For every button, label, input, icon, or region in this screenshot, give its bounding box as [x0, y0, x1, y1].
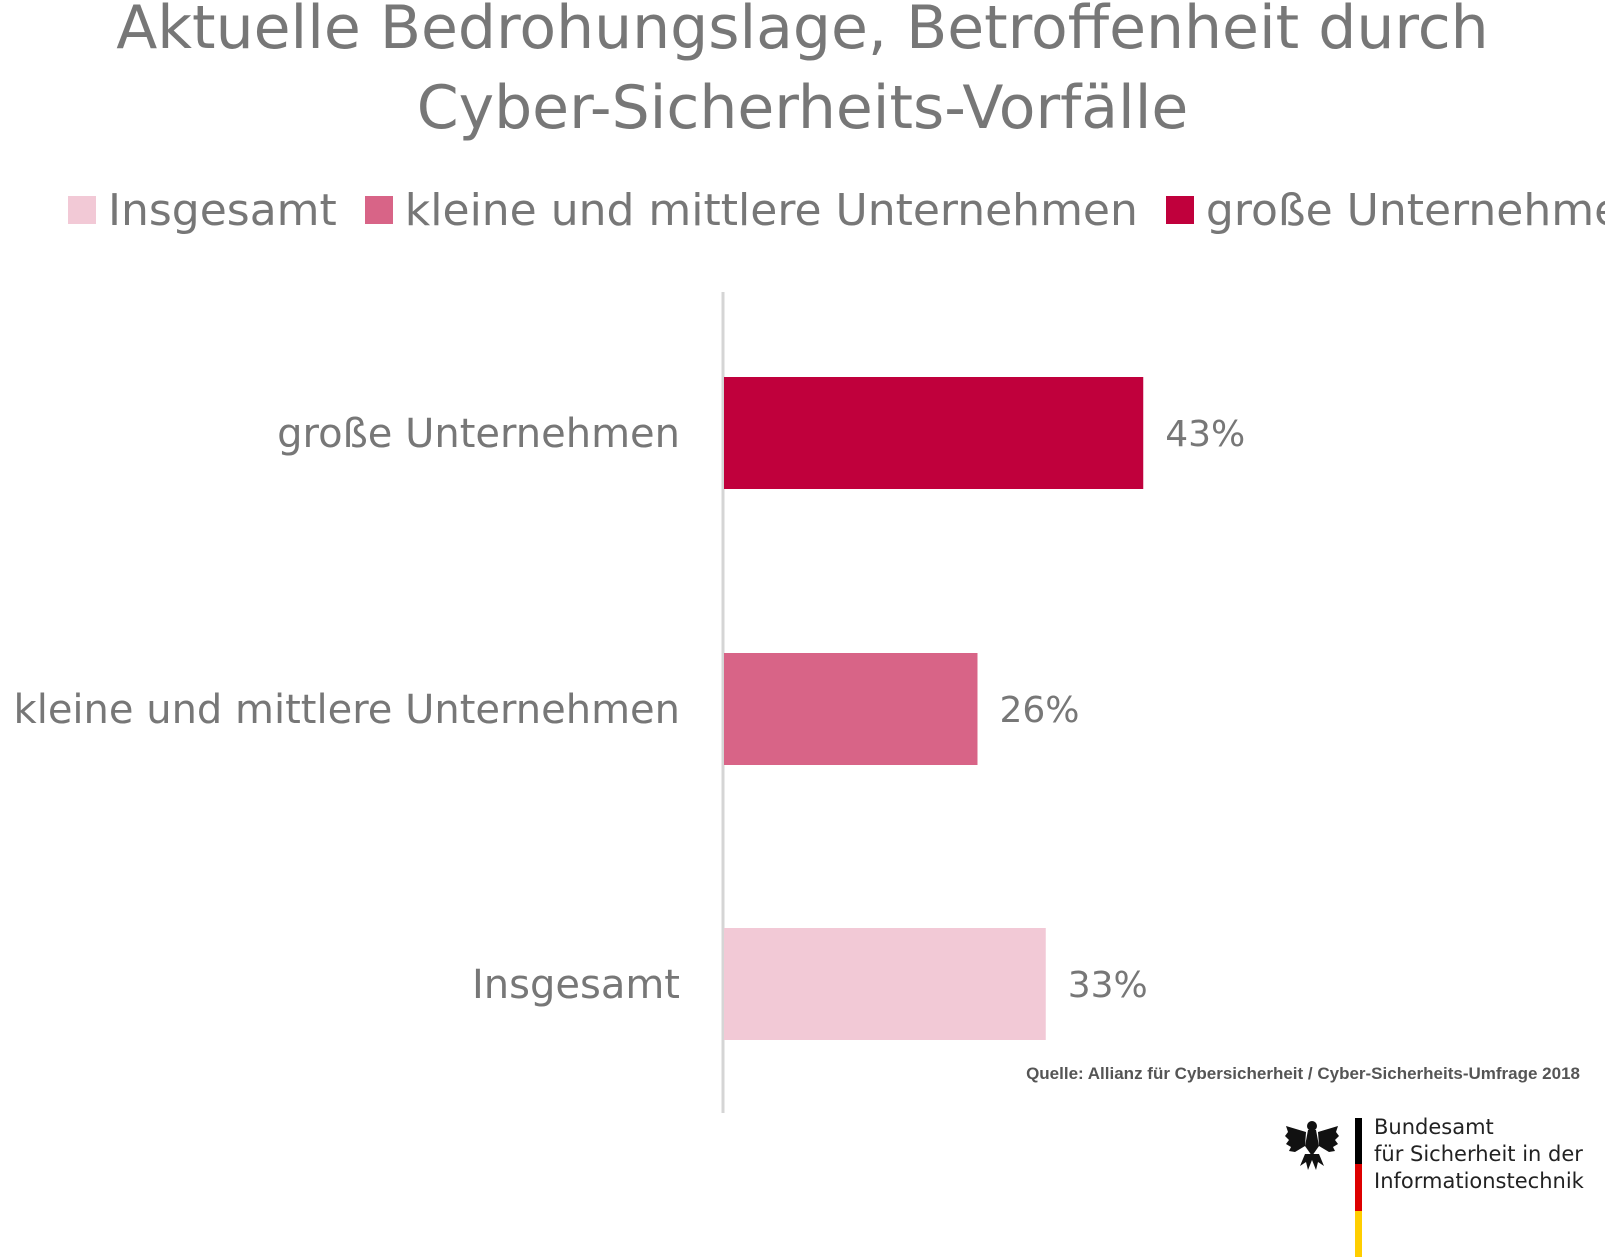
- flag-stripe-red: [1355, 1164, 1362, 1211]
- value-label: 43%: [1165, 414, 1245, 455]
- category-label: kleine und mittlere Unternehmen: [14, 687, 680, 733]
- bsi-logo: Bundesamt für Sicherheit in der Informat…: [1282, 1110, 1584, 1257]
- value-label: 33%: [1068, 965, 1148, 1006]
- category-label: große Unternehmen: [277, 411, 680, 457]
- chart-title-line-1: Aktuelle Bedrohungslage, Betroffenheit d…: [116, 0, 1489, 63]
- legend-label: große Unternehmen: [1205, 184, 1605, 236]
- bsi-logo-line-2: für Sicherheit in der: [1374, 1142, 1583, 1166]
- legend-swatch: [364, 196, 393, 224]
- legend-item-grosse: große Unternehmen: [1165, 184, 1605, 236]
- category-label: Insgesamt: [472, 962, 680, 1008]
- bsi-logo-text: Bundesamt für Sicherheit in der Informat…: [1374, 1114, 1584, 1195]
- legend-item-insgesamt: Insgesamt: [68, 185, 337, 236]
- legend-swatch: [68, 196, 96, 224]
- legend-item-kmu: kleine und mittlere Unternehmen: [364, 184, 1138, 236]
- chart-title-line-2: Cyber-Sicherheits-Vorfälle: [416, 73, 1189, 143]
- bar: [724, 928, 1046, 1040]
- bsi-logo-line-3: Informationstechnik: [1374, 1169, 1584, 1193]
- legend-label: Insgesamt: [108, 184, 337, 236]
- bar: [724, 653, 978, 765]
- value-label: 26%: [1000, 690, 1080, 731]
- flag-stripe: [1355, 1118, 1362, 1257]
- bar: [724, 377, 1144, 489]
- legend-label: kleine und mittlere Unternehmen: [404, 184, 1138, 236]
- source-note: Quelle: Allianz für Cybersicherheit / Cy…: [1026, 1064, 1580, 1083]
- bsi-logo-line-1: Bundesamt: [1374, 1115, 1494, 1139]
- bars-group: große Unternehmen 43% kleine und mittlere …: [14, 377, 1245, 1040]
- chart-title: Aktuelle Bedrohungslage, Betroffenheit d…: [0, 0, 1605, 148]
- chart-legend: Insgesamt kleine und mittlere Unternehme…: [68, 180, 1605, 240]
- legend-swatch: [1165, 196, 1194, 224]
- flag-stripe-gold: [1355, 1210, 1362, 1257]
- flag-stripe-black: [1355, 1118, 1362, 1165]
- federal-eagle-icon: [1285, 1121, 1339, 1170]
